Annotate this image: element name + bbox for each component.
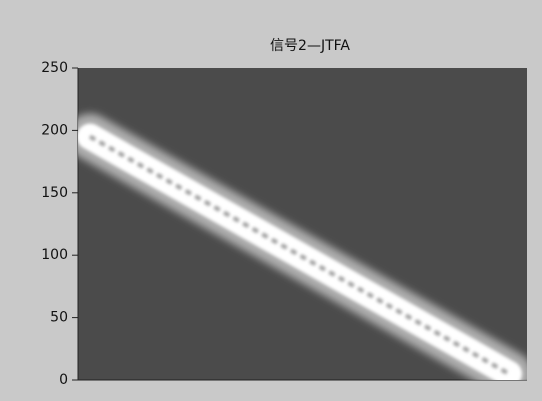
chart: 信号2—JTFA 0 50 100 150 200 250	[0, 0, 542, 401]
y-tick-label: 200	[41, 122, 68, 138]
y-tick-label: 50	[50, 310, 68, 326]
y-tick-label: 250	[41, 60, 68, 76]
chart-title: 信号2—JTFA	[270, 38, 350, 54]
y-tick-label: 150	[41, 185, 68, 201]
y-tick-label: 0	[59, 372, 68, 388]
y-tick-label: 100	[41, 247, 68, 263]
page: {"chart_data": {"type": "heatmap", "titl…	[0, 0, 542, 401]
